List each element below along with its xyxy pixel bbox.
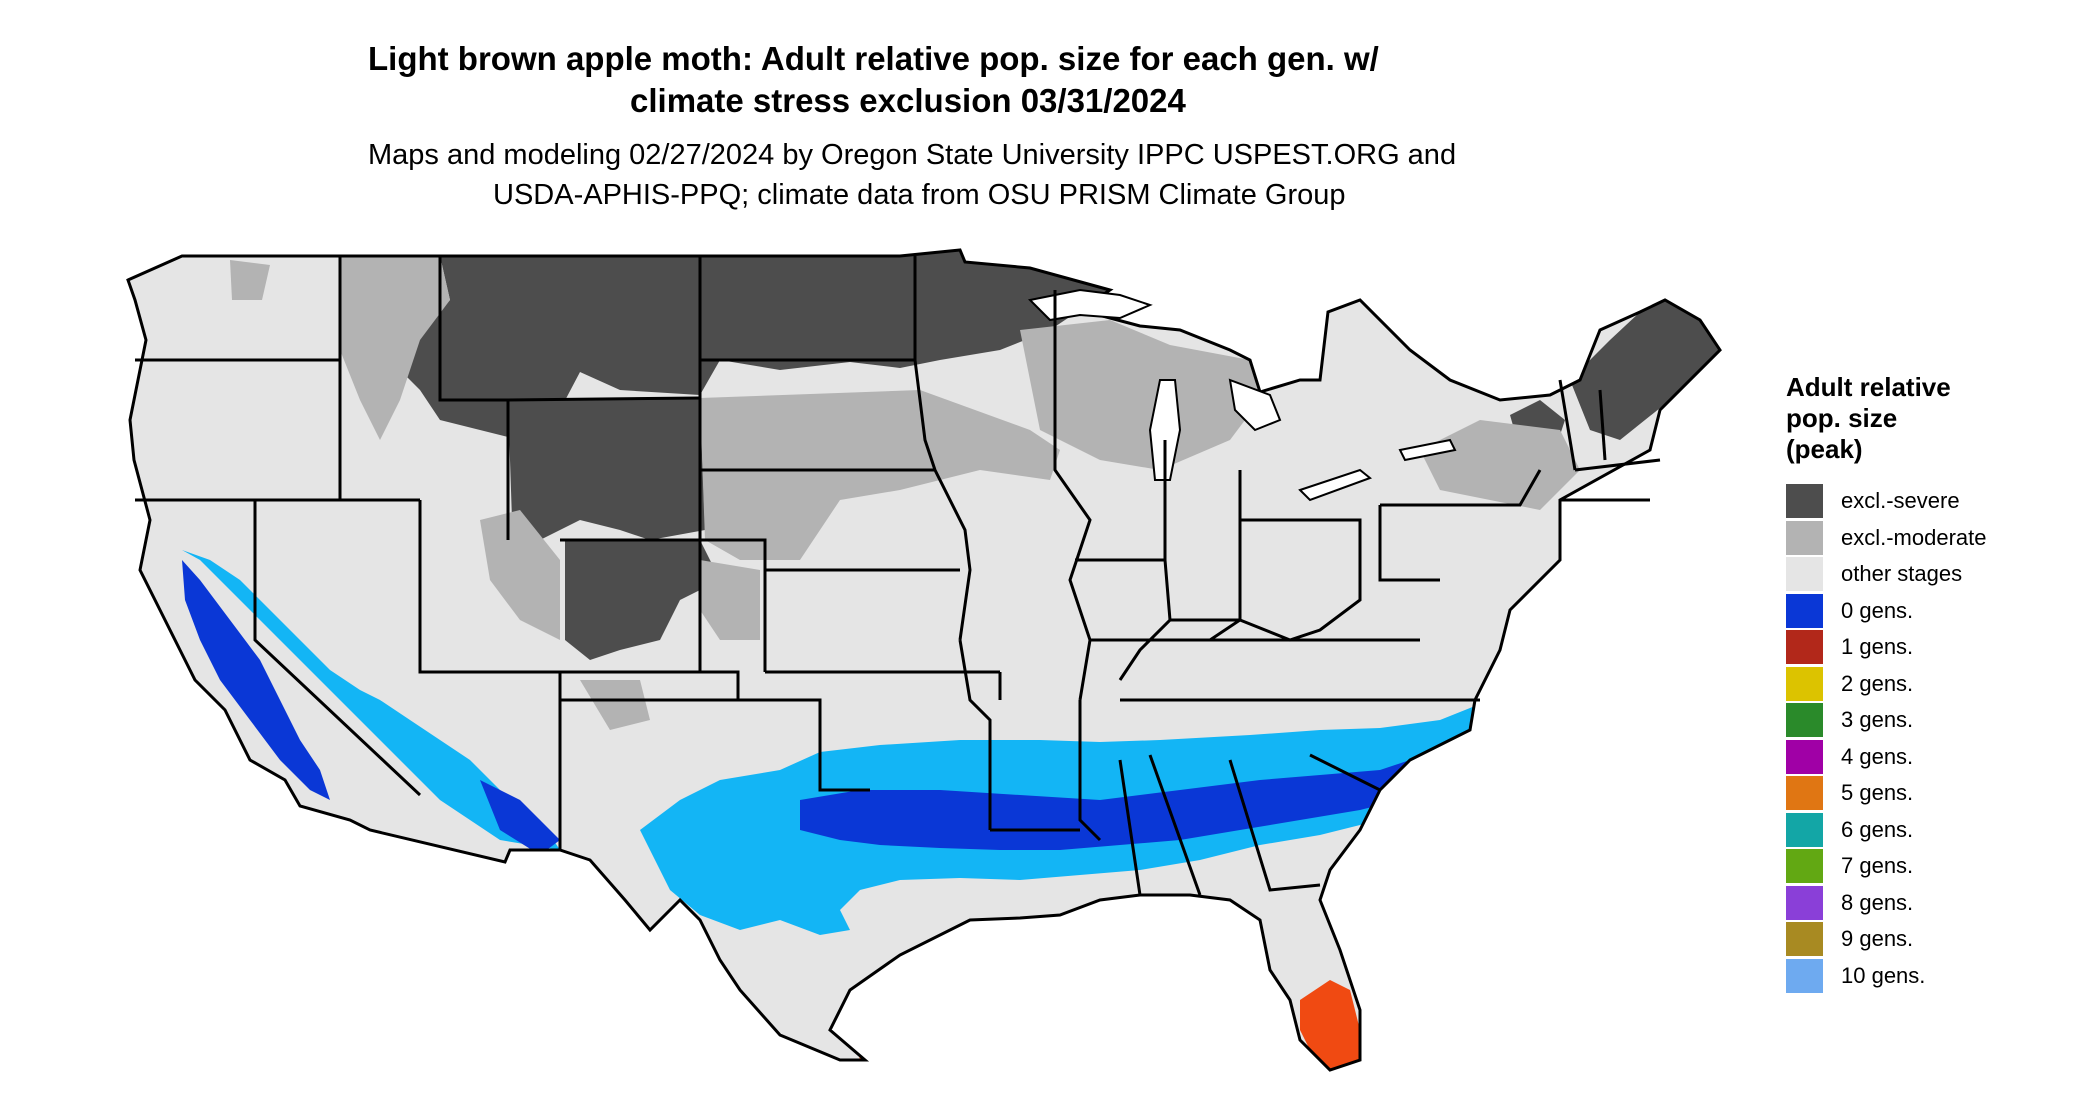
legend-item: 3 gens. bbox=[1786, 702, 2086, 739]
legend-swatch bbox=[1786, 520, 1823, 555]
legend-item: 7 gens. bbox=[1786, 848, 2086, 885]
legend-item: 10 gens. bbox=[1786, 958, 2086, 995]
blue-core-west bbox=[182, 560, 330, 800]
light-blue-band-west bbox=[182, 550, 560, 850]
legend-item: 2 gens. bbox=[1786, 666, 2086, 703]
lake-erie bbox=[1298, 468, 1373, 502]
moderate-colorado-east bbox=[700, 560, 760, 640]
legend: Adult relative pop. size (peak) excl.-se… bbox=[1786, 372, 2086, 994]
legend-swatch bbox=[1786, 484, 1823, 519]
legend-swatch bbox=[1786, 885, 1823, 920]
moderate-northeast bbox=[1420, 420, 1580, 510]
subtitle-line-2: USDA-APHIS-PPQ; climate data from OSU PR… bbox=[493, 179, 1346, 211]
legend-items: excl.-severe excl.-moderate other stages 0 … bbox=[1786, 483, 2086, 994]
blue-core-az bbox=[480, 780, 560, 855]
legend-label: 9 gens. bbox=[1841, 926, 1914, 952]
blue-core-south bbox=[800, 720, 1500, 850]
legend-label: 4 gens. bbox=[1841, 743, 1914, 769]
legend-swatch bbox=[1786, 703, 1823, 738]
map-title: Light brown apple moth: Adult relative p… bbox=[300, 38, 1600, 122]
legend-swatch bbox=[1786, 776, 1823, 811]
moderate-plains bbox=[700, 390, 1060, 560]
legend-swatch bbox=[1786, 630, 1823, 665]
lake-huron bbox=[1228, 378, 1282, 432]
moderate-oregon-spot bbox=[230, 260, 270, 300]
legend-title: Adult relative pop. size (peak) bbox=[1786, 372, 2086, 465]
legend-label: 1 gens. bbox=[1841, 634, 1914, 660]
legend-label: 0 gens. bbox=[1841, 597, 1914, 623]
legend-swatch bbox=[1786, 557, 1823, 592]
us-map bbox=[126, 248, 1722, 1072]
legend-title-line-1: Adult relative bbox=[1786, 372, 1951, 402]
legend-swatch bbox=[1786, 958, 1823, 993]
legend-label: 3 gens. bbox=[1841, 707, 1914, 733]
legend-label: 8 gens. bbox=[1841, 889, 1914, 915]
lake-michigan bbox=[1148, 379, 1182, 481]
legend-item: 1 gens. bbox=[1786, 629, 2086, 666]
moderate-nm bbox=[580, 680, 650, 730]
legend-item: 8 gens. bbox=[1786, 885, 2086, 922]
legend-label: 10 gens. bbox=[1841, 962, 1926, 988]
legend-item: 4 gens. bbox=[1786, 739, 2086, 776]
legend-swatch bbox=[1786, 922, 1823, 957]
state-boundaries bbox=[135, 256, 1661, 896]
legend-item: excl.-severe bbox=[1786, 483, 2086, 520]
climate-overlays bbox=[182, 250, 1720, 1070]
severe-wyoming bbox=[508, 398, 705, 540]
legend-title-line-2: pop. size bbox=[1786, 403, 1898, 433]
legend-label: 5 gens. bbox=[1841, 780, 1914, 806]
legend-swatch bbox=[1786, 849, 1823, 884]
legend-item: 5 gens. bbox=[1786, 775, 2086, 812]
legend-item: other stages bbox=[1786, 556, 2086, 593]
legend-label: 2 gens. bbox=[1841, 670, 1914, 696]
legend-swatch bbox=[1786, 739, 1823, 774]
severe-new-england bbox=[1570, 300, 1720, 440]
map-subtitle: Maps and modeling 02/27/2024 by Oregon S… bbox=[368, 135, 1668, 215]
legend-swatch bbox=[1786, 593, 1823, 628]
subtitle-line-1: Maps and modeling 02/27/2024 by Oregon S… bbox=[368, 139, 1457, 171]
legend-title-line-3: (peak) bbox=[1786, 434, 1863, 464]
legend-label: 6 gens. bbox=[1841, 816, 1914, 842]
moderate-northwest bbox=[340, 256, 450, 440]
title-line-2: climate stress exclusion 03/31/2024 bbox=[630, 82, 1186, 119]
title-line-1: Light brown apple moth: Adult relative p… bbox=[368, 40, 1379, 77]
moderate-great-lakes bbox=[1020, 320, 1260, 470]
legend-item: 6 gens. bbox=[1786, 812, 2086, 849]
legend-label: other stages bbox=[1841, 561, 1963, 587]
legend-item: 0 gens. bbox=[1786, 593, 2086, 630]
legend-item: excl.-moderate bbox=[1786, 520, 2086, 557]
legend-swatch bbox=[1786, 666, 1823, 701]
legend-label: 7 gens. bbox=[1841, 853, 1914, 879]
moderate-utah bbox=[480, 510, 560, 640]
legend-item: 9 gens. bbox=[1786, 921, 2086, 958]
legend-swatch bbox=[1786, 812, 1823, 847]
severe-colorado bbox=[565, 540, 720, 660]
legend-label: excl.-severe bbox=[1841, 488, 1960, 514]
lake-ontario bbox=[1398, 438, 1457, 462]
legend-label: excl.-moderate bbox=[1841, 524, 1987, 550]
florida-orange-region bbox=[1300, 980, 1360, 1070]
